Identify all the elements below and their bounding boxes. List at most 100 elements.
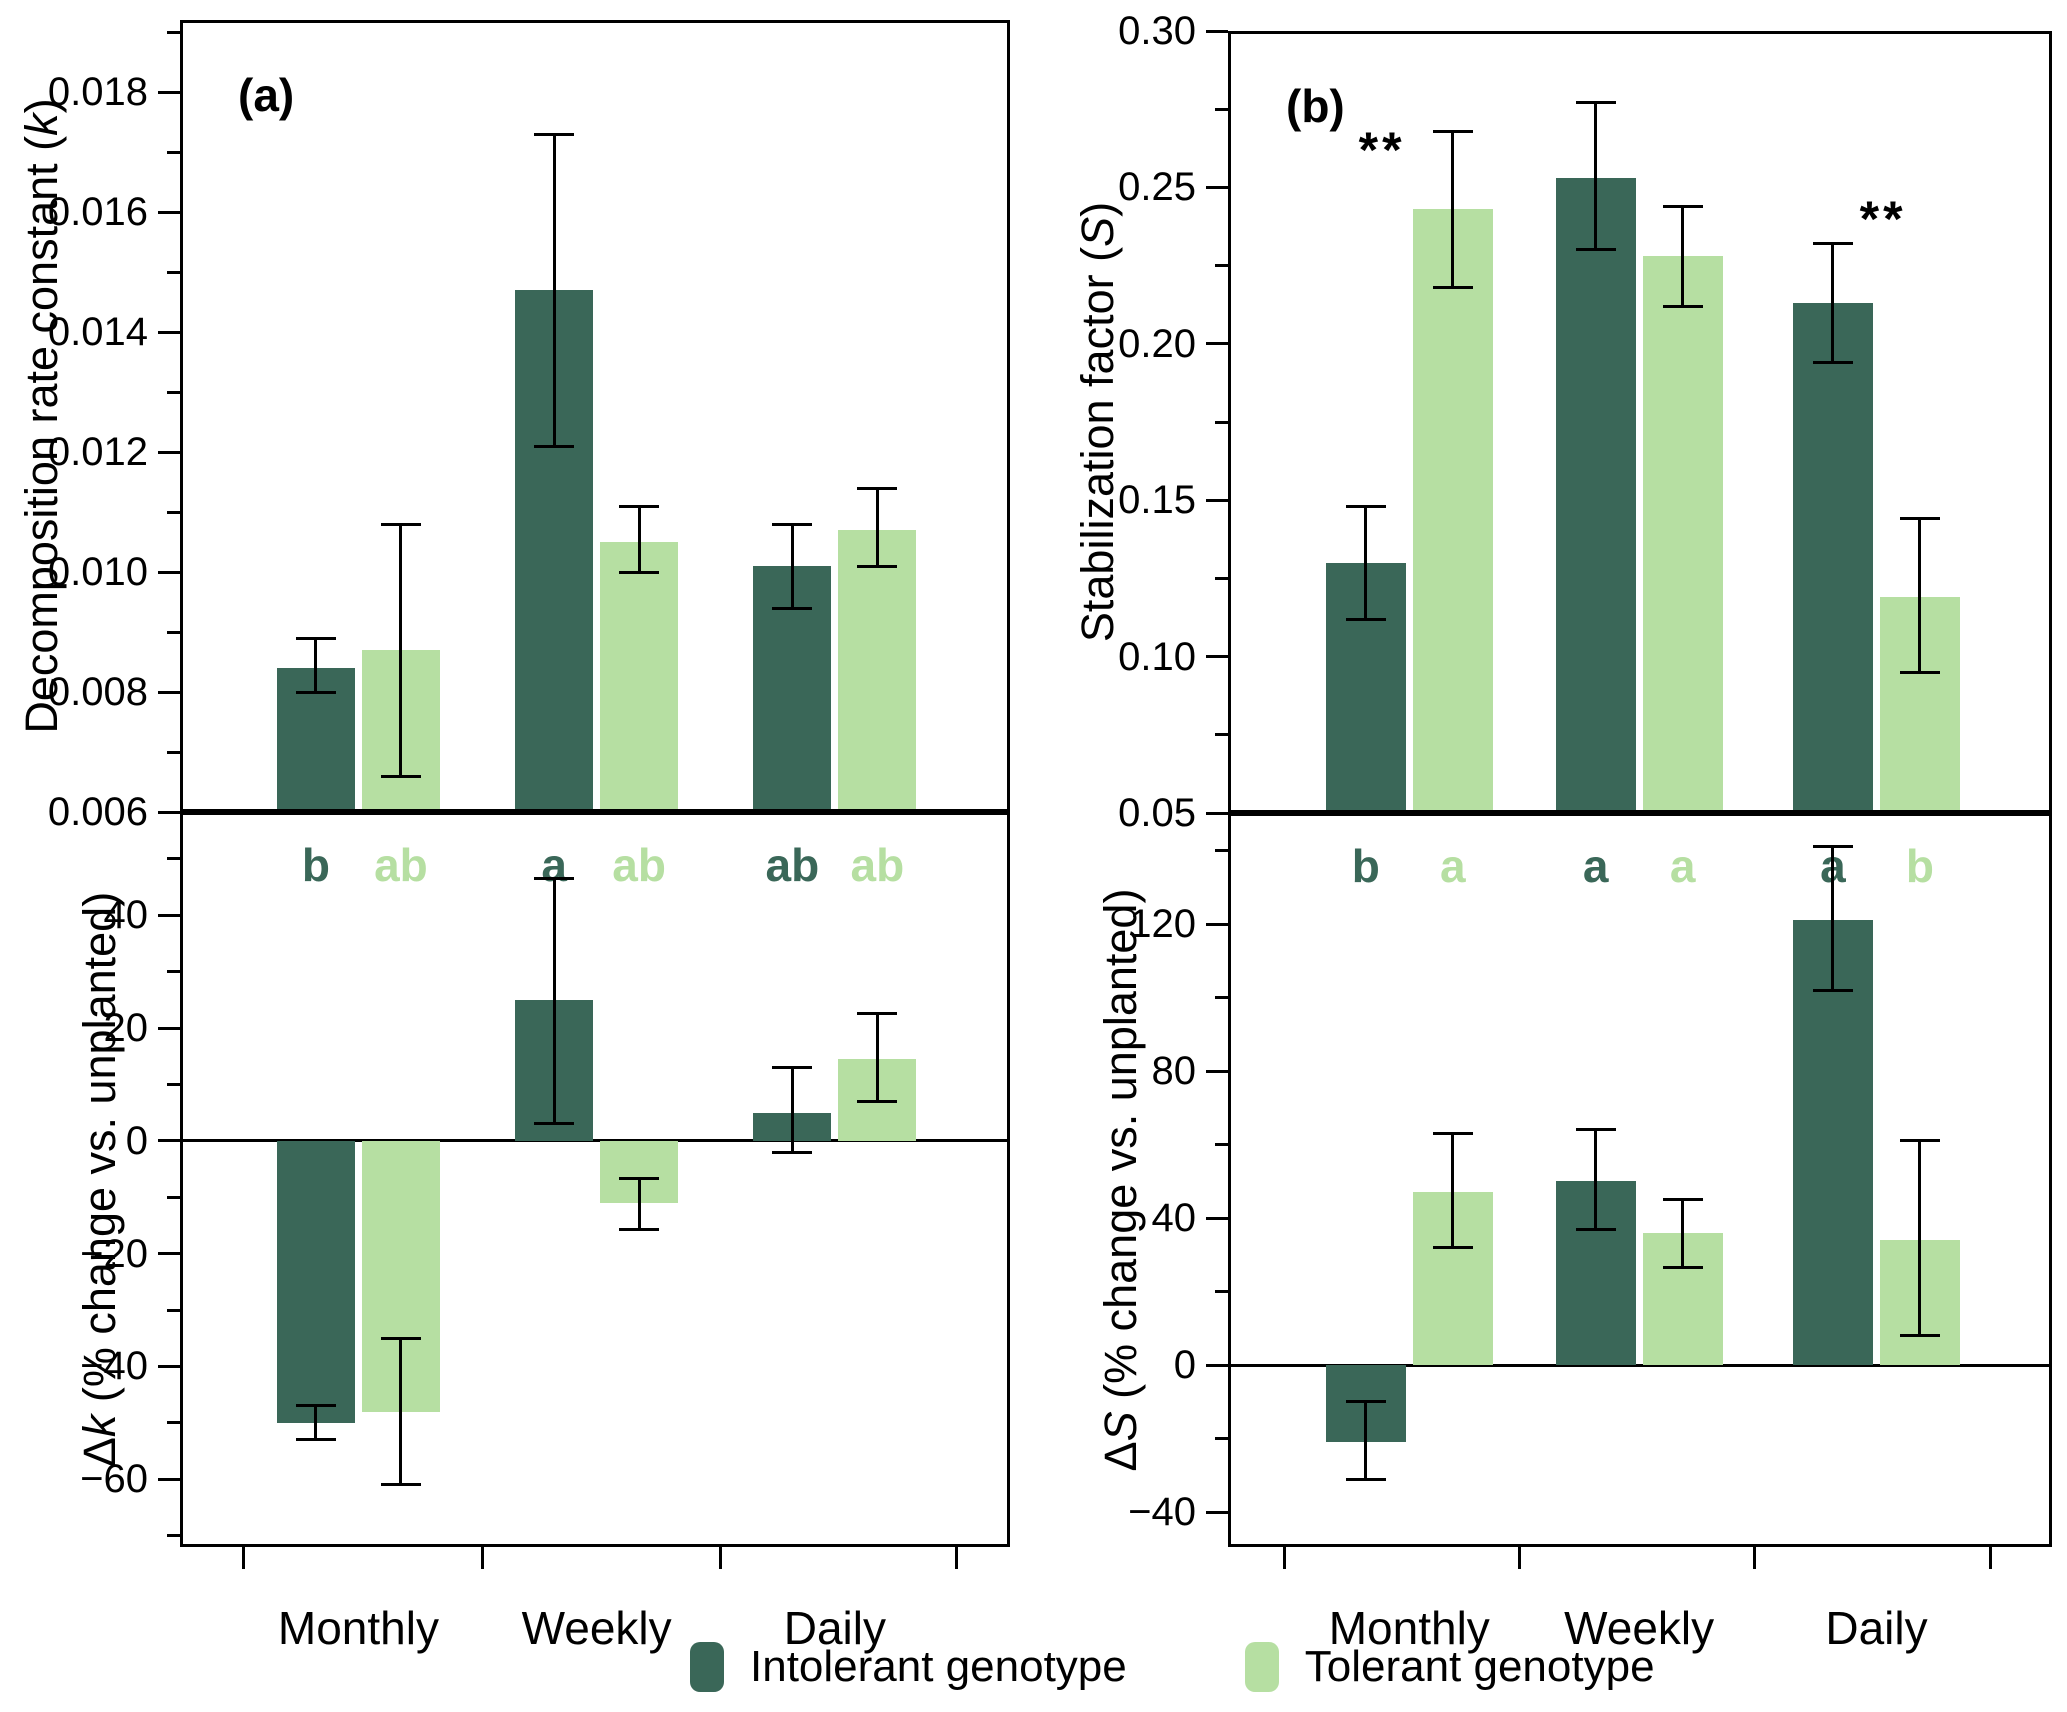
error-bar-cap — [1575, 1227, 1616, 1231]
y-tick-label: −40 — [80, 1344, 148, 1389]
error-bar-cap — [534, 877, 575, 881]
y-tick — [158, 330, 180, 334]
error-bar-cap — [1812, 988, 1853, 992]
sig-letter-intolerant-weekly: a — [1582, 840, 1609, 892]
y-tick — [158, 913, 180, 917]
bar-intolerant-daily — [1793, 303, 1873, 813]
legend-label-intolerant: Intolerant genotype — [750, 1642, 1127, 1691]
x-category-label-monthly: Monthly — [277, 1602, 439, 1654]
legend-label-tolerant: Tolerant genotype — [1304, 1642, 1655, 1691]
error-bar-cap — [1812, 361, 1853, 365]
y-tick-minor — [167, 1534, 180, 1538]
y-axis-label: ΔS (% change vs. unplanted) — [1095, 888, 1146, 1472]
error-bar-intolerant-daily — [790, 524, 794, 608]
y-tick-minor — [167, 150, 180, 154]
y-tick — [1206, 498, 1228, 502]
y-tick-label: 40 — [103, 893, 149, 938]
y-tick-label: 0.014 — [47, 310, 148, 354]
x-category-label-weekly: Weekly — [521, 1602, 672, 1654]
error-bar-cap — [1899, 1139, 1940, 1143]
error-bar-tolerant-monthly — [1451, 1133, 1455, 1248]
y-tick-minor — [167, 30, 180, 34]
error-bar-cap — [1345, 1400, 1386, 1404]
legend-swatch-intolerant-icon — [690, 1642, 724, 1692]
error-bar-cap — [380, 1483, 421, 1487]
sig-letter-intolerant-monthly: b — [1351, 840, 1380, 892]
sig-letter-intolerant-monthly: b — [301, 839, 331, 891]
error-bar-cap — [619, 1227, 660, 1231]
error-bar-cap — [619, 570, 660, 574]
error-bar-cap — [295, 636, 336, 640]
x-tick — [481, 1547, 485, 1569]
error-bar-tolerant-daily — [875, 488, 879, 566]
error-bar-cap — [295, 690, 336, 694]
y-tick-minor — [1215, 420, 1228, 424]
y-tick — [1206, 1069, 1228, 1073]
y-tick-minor — [1215, 576, 1228, 580]
y-tick — [1206, 655, 1228, 659]
zero-line — [1228, 1363, 2052, 1367]
y-tick-label: −60 — [80, 1457, 148, 1502]
x-tick — [1518, 1547, 1522, 1569]
y-tick-minor — [167, 1195, 180, 1199]
error-bar-intolerant-daily — [1831, 846, 1835, 991]
x-tick — [955, 1547, 959, 1569]
y-tick-minor — [167, 1308, 180, 1312]
sig-letter-tolerant-daily: b — [1905, 840, 1935, 892]
x-tick — [718, 1547, 722, 1569]
panel-delta-s: −40 0 40 80 120 Monthly Weekly Daily ΔS (% chang… — [1095, 813, 2052, 1651]
error-bar-cap — [1345, 617, 1386, 621]
y-tick-label: 120 — [1129, 902, 1196, 946]
y-tick-minor — [1215, 848, 1228, 852]
y-tick-label: 0.20 — [1118, 321, 1196, 366]
bar-tolerant-monthly — [1412, 209, 1493, 813]
y-tick — [1206, 1510, 1228, 1514]
y-tick-label: −40 — [1128, 1490, 1196, 1535]
y-tick-label: 0 — [1173, 1343, 1196, 1388]
y-tick-label: 40 — [1151, 1196, 1197, 1241]
error-bar-cap — [1345, 1477, 1386, 1481]
y-tick-minor — [167, 750, 180, 754]
significance-asterisks: ** — [1358, 121, 1406, 178]
y-tick-minor — [1215, 733, 1228, 737]
y-tick-label: 80 — [1151, 1049, 1197, 1094]
error-bar-intolerant-monthly — [1364, 1401, 1368, 1479]
y-tick — [158, 90, 180, 94]
error-bar-cap — [1899, 1334, 1940, 1338]
x-category-label-daily: Daily — [783, 1602, 886, 1654]
error-bar-cap — [1662, 1266, 1703, 1270]
y-tick — [1206, 342, 1228, 346]
error-bar-cap — [772, 1066, 813, 1070]
error-bar-cap — [1662, 1198, 1703, 1202]
y-tick — [1206, 185, 1228, 189]
y-tick-label: 0.05 — [1118, 791, 1196, 835]
error-bar-intolerant-monthly — [314, 638, 318, 692]
error-bar-cap — [1662, 304, 1703, 308]
x-category-label-weekly: Weekly — [1564, 1602, 1715, 1654]
sig-letter-tolerant-daily: ab — [850, 839, 905, 891]
y-tick — [1206, 811, 1228, 815]
y-tick-minor — [167, 510, 180, 514]
panel-label: (b) — [1286, 80, 1345, 132]
error-bar-tolerant-daily — [1918, 1140, 1922, 1336]
bar-intolerant-weekly — [1555, 178, 1636, 813]
legend-item-intolerant: Intolerant genotype — [690, 1642, 1127, 1692]
error-bar-cap — [380, 522, 421, 526]
panel-label: (a) — [238, 69, 295, 121]
y-tick-minor — [1215, 1437, 1228, 1441]
y-tick — [1206, 1363, 1228, 1367]
x-tick — [1283, 1547, 1287, 1569]
error-bar-tolerant-monthly — [399, 1338, 403, 1485]
bar-tolerant-weekly — [600, 542, 679, 812]
y-tick — [158, 690, 180, 694]
bar-tolerant-daily — [838, 530, 917, 812]
y-tick-label: 0.012 — [47, 430, 148, 474]
error-bar-intolerant-monthly — [1364, 506, 1368, 620]
y-axis-label: Δk (% change vs. unplanted) — [74, 891, 125, 1468]
panel-delta-k: −60 −40 −20 0 20 40 Monthly Weekly Daily Δk (% ch… — [74, 812, 1010, 1651]
y-tick-minor — [167, 1082, 180, 1086]
error-bar-intolerant-weekly — [1594, 1129, 1598, 1230]
significance-asterisks: ** — [1859, 190, 1907, 247]
y-tick-label: 0.30 — [1118, 9, 1196, 53]
error-bar-cap — [857, 486, 898, 490]
